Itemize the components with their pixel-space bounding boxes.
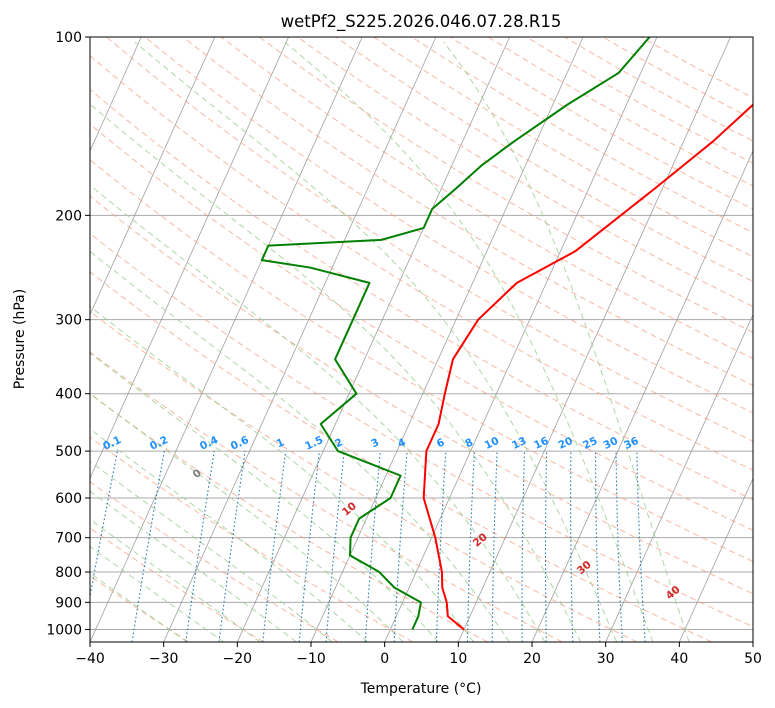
isotherm-line [605,313,753,642]
mixing-ratio-label: 36 [622,435,640,452]
chart-title: wetPf2_S225.2026.046.07.28.R15 [281,12,562,32]
moist-adiabat-line [443,41,690,642]
mixing-ratio-label: 25 [581,435,599,452]
moist-adiabat-line [90,392,404,642]
x-tick-label: −20 [223,651,253,667]
dry-adiabat-line [90,527,264,642]
mixing-ratio-label: 2 [333,436,345,450]
dry-adiabat-line [90,232,753,628]
mixing-ratio-label: 13 [510,435,528,452]
y-tick-label: 1000 [46,622,82,638]
temperature-line [422,103,753,631]
x-tick-label: −30 [149,651,179,667]
moist-adiabat-line [90,518,261,642]
y-tick-label: 400 [55,387,82,403]
dewpoint-line [260,37,651,630]
plot-area: 0.10.20.40.611.52346810131620253036-100-… [0,37,753,642]
x-tick-label: 30 [597,651,615,667]
mixing-ratio-label: 3 [369,436,381,450]
isotherm-line [0,37,68,642]
y-tick-label: 600 [55,491,82,507]
dry-adiabat-line [90,481,339,642]
isotherm-line [531,149,753,642]
y-tick-label: 800 [55,565,82,581]
x-tick-label: 0 [380,651,389,667]
dry-adiabat-line [90,195,753,595]
moist-adiabat-line [284,41,654,642]
moist-adiabat-line [134,41,618,642]
dry-adiabat-line [220,37,753,360]
y-tick-label: 300 [55,313,82,329]
dry-adiabat-line [144,37,753,414]
mixing-ratio-line [131,451,165,642]
mixing-ratio-label: 10 [483,435,501,452]
x-tick-label: 50 [744,651,762,667]
dry-adiabat-line [90,271,712,642]
x-tick-label: 10 [449,651,467,667]
isotherm-line [384,37,658,642]
mixing-ratio-label: 4 [396,436,408,450]
moist-adiabat-line [90,103,582,642]
x-tick-label: −10 [296,651,326,667]
dry-adiabat-line [564,37,753,142]
y-tick-label: 200 [55,208,82,224]
x-tick-label: 20 [523,651,541,667]
mixing-ratio-line [262,451,287,642]
mixing-ratio-line [185,451,215,642]
axis-ticks: −40 −30 −20 −10 0 10 20 30 40 50 100 200 300 400 500 60… [46,30,762,667]
moist-adiabat-line [90,428,368,642]
plot-background [90,37,753,642]
plot-frame [89,36,754,643]
y-tick-label: 100 [55,30,82,46]
mixing-ratio-line [90,450,118,600]
moist-adiabat-line [90,572,188,642]
isotherm-line [678,477,753,642]
isotherm-line [310,37,584,642]
isotherm-line [90,37,142,152]
dry-adiabat-line [90,351,563,642]
mixing-ratio-label: 16 [532,435,550,452]
isotherm-line [457,37,731,642]
y-axis-label: Pressure (hPa) [12,289,28,389]
moist-adiabat-line [90,184,546,642]
mixing-ratio-line [218,451,246,642]
dry-adiabat-line [90,55,753,471]
isotherm-line [90,37,216,316]
dry-adiabat-line [90,310,638,642]
isotherm-line [90,37,363,642]
y-tick-label: 500 [55,444,82,460]
x-tick-label: −40 [75,651,105,667]
moist-adiabat-line [90,250,510,642]
x-axis-label: Temperature (°C) [360,681,482,697]
isotherm-line [236,37,510,642]
mixing-ratio-label: 20 [556,435,574,452]
isotherm-line [90,37,289,480]
moist-adiabat-line [90,545,225,642]
y-tick-label: 900 [55,595,82,611]
isotherm-line [752,641,753,642]
mixing-ratio-label: 8 [463,436,475,450]
mixing-ratio-label: 6 [435,436,447,450]
mixing-ratio-label: 1 [275,436,287,450]
y-tick-label: 700 [55,531,82,547]
mixing-ratio-label: 30 [602,435,620,452]
moist-adiabat-line [90,305,475,642]
dry-adiabat-line [182,37,753,387]
dry-adiabat-line [106,37,753,442]
x-tick-label: 40 [670,651,688,667]
